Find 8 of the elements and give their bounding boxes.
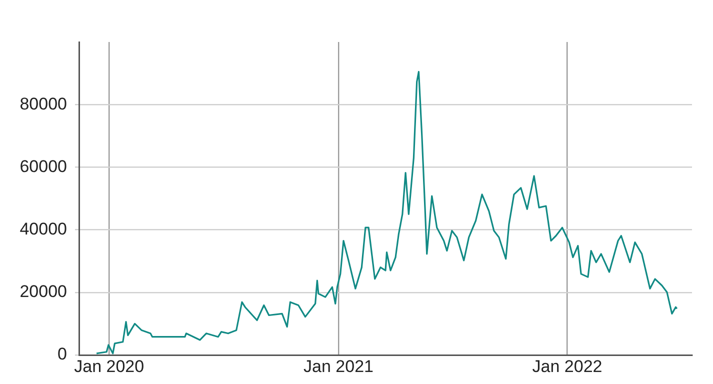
x-tick-label: Jan 2020	[74, 356, 144, 376]
x-tick-label: Jan 2021	[304, 356, 374, 376]
y-tick-label: 60000	[20, 156, 67, 176]
y-tick-label: 80000	[20, 94, 67, 114]
y-tick-label: 20000	[20, 282, 67, 302]
y-tick-label: 40000	[20, 219, 67, 238]
y-tick-label: 0	[58, 344, 67, 364]
x-tick-label: Jan 2022	[532, 356, 602, 376]
